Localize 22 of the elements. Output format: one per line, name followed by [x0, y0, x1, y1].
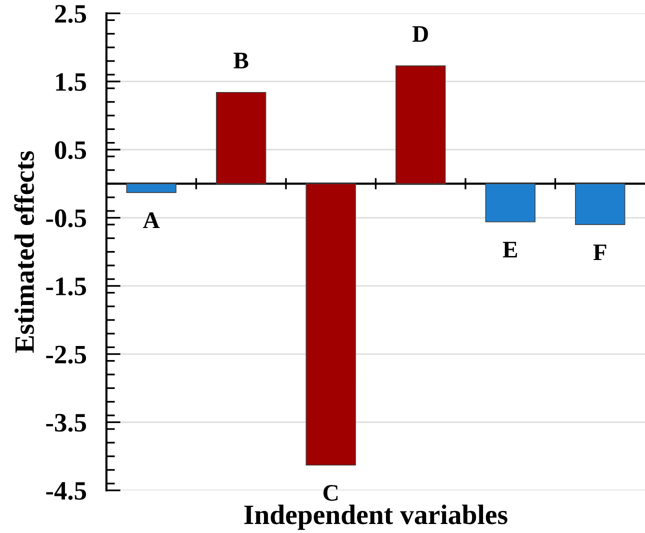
x-tick-label: A — [143, 212, 160, 228]
x-tick-label: C — [323, 484, 338, 501]
bar — [306, 183, 356, 466]
y-tick-label: -3.5 — [46, 414, 86, 432]
y-tick-label: -1.5 — [46, 278, 86, 296]
x-axis-title: Independent variables — [244, 504, 508, 530]
bar — [216, 92, 266, 184]
y-tick-label: 2.5 — [55, 5, 86, 23]
y-tick-label: -2.5 — [46, 346, 86, 364]
bar — [485, 183, 536, 222]
bar — [126, 183, 176, 193]
x-tick-label: F — [593, 244, 606, 260]
y-tick-label: -0.5 — [46, 209, 86, 228]
bar — [395, 65, 446, 184]
y-tick-label: 1.5 — [56, 73, 86, 92]
bar — [575, 183, 626, 226]
x-tick-label: D — [412, 26, 428, 42]
x-tick-label: E — [502, 242, 518, 258]
x-tick-label: B — [234, 52, 248, 68]
y-tick-label: 0.5 — [55, 141, 86, 160]
y-axis-title: Estimated effects — [14, 151, 34, 353]
y-tick-label: -4.5 — [46, 482, 86, 500]
